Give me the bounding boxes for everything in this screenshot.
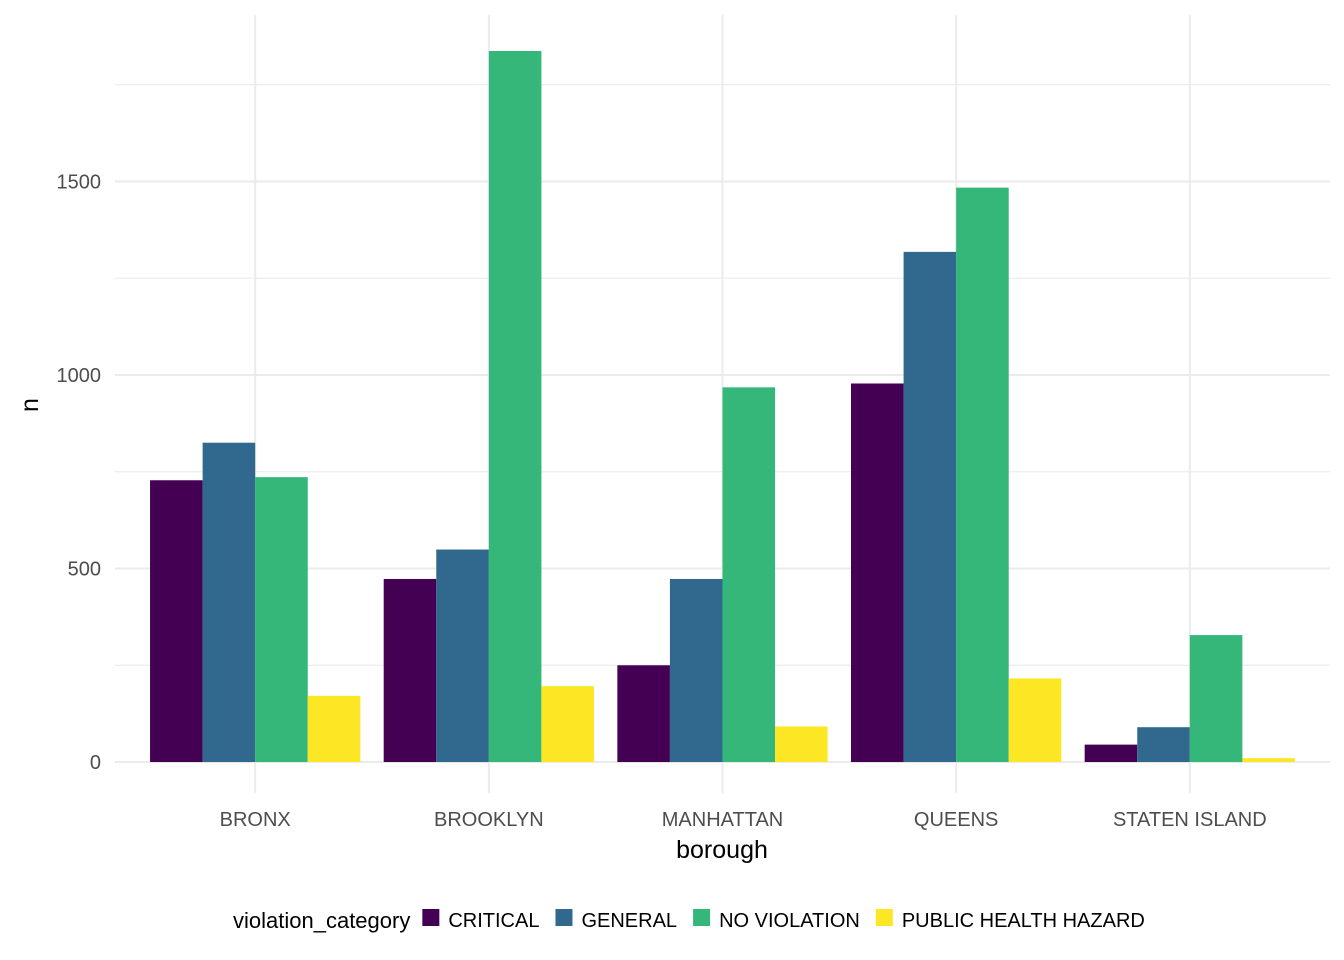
legend-label: NO VIOLATION xyxy=(719,910,860,932)
bar-staten-island-public-health-hazard xyxy=(1242,758,1295,763)
legend-key xyxy=(693,909,711,926)
x-tick-label: BROOKLYN xyxy=(434,809,544,831)
bar-brooklyn-critical xyxy=(383,578,437,763)
x-tick-label: STATEN ISLAND xyxy=(1113,809,1267,831)
legend: violation_category CRITICAL GENERAL NO VIO… xyxy=(233,908,1145,933)
x-axis-title: borough xyxy=(676,836,768,864)
x-tick-label: QUEENS xyxy=(914,809,998,831)
bar-bronx-general xyxy=(202,442,256,763)
bar-manhattan-no-violation xyxy=(722,387,776,763)
bar-brooklyn-general xyxy=(436,549,489,763)
bar-manhattan-general xyxy=(669,578,723,763)
bar-bronx-critical xyxy=(150,480,203,763)
bar-queens-general xyxy=(903,251,957,763)
bar-queens-critical xyxy=(851,383,904,763)
legend-key xyxy=(422,909,440,926)
bar-staten-island-general xyxy=(1137,727,1190,763)
legend-label: GENERAL xyxy=(581,910,677,932)
y-tick-label: 1500 xyxy=(57,171,102,193)
legend-label: CRITICAL xyxy=(448,910,539,932)
bars xyxy=(150,50,1295,763)
bar-queens-public-health-hazard xyxy=(1008,678,1062,763)
y-tick-label: 1000 xyxy=(57,365,102,387)
x-axis-ticks: BRONX BROOKLYN MANHATTAN QUEENS STATEN ISLAN… xyxy=(220,809,1267,831)
legend-key xyxy=(875,909,893,926)
y-tick-label: 500 xyxy=(68,559,101,581)
x-tick-label: BRONX xyxy=(220,809,291,831)
bar-brooklyn-public-health-hazard xyxy=(541,686,594,763)
bar-brooklyn-no-violation xyxy=(488,50,542,763)
legend-label: PUBLIC HEALTH HAZARD xyxy=(902,910,1145,932)
bar-staten-island-no-violation xyxy=(1189,635,1243,763)
bar-bronx-public-health-hazard xyxy=(307,695,361,763)
bar-staten-island-critical xyxy=(1084,744,1138,763)
bar-manhattan-critical xyxy=(617,665,670,763)
y-axis-ticks: 0 500 1000 1500 xyxy=(57,171,102,774)
legend-key xyxy=(555,909,573,926)
bar-queens-no-violation xyxy=(956,187,1009,763)
x-tick-label: MANHATTAN xyxy=(662,809,783,831)
y-axis-title: n xyxy=(16,398,44,412)
legend-title: violation_category xyxy=(233,908,410,933)
bar-manhattan-public-health-hazard xyxy=(775,726,828,763)
y-tick-label: 0 xyxy=(90,752,101,774)
bar-bronx-no-violation xyxy=(255,477,308,763)
